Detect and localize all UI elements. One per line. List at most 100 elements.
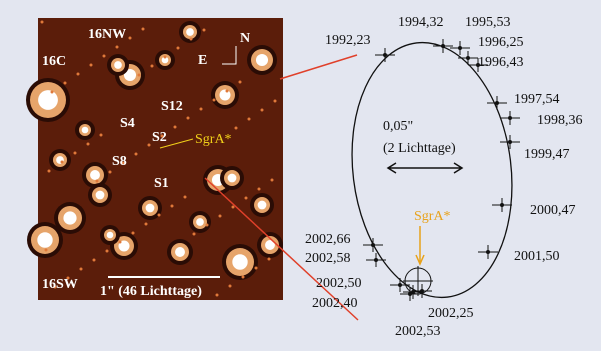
speck [116,46,119,49]
speck [235,127,238,130]
speck [206,224,209,227]
speck [226,90,229,93]
star-core [90,170,100,180]
speck [132,232,135,235]
epoch-label: 2000,47 [530,203,576,218]
star-core [114,61,122,69]
speck [80,268,83,271]
speck [48,170,51,173]
point [466,56,470,60]
speck [145,223,148,226]
epoch-label: 1998,36 [537,113,583,128]
speck [41,21,44,24]
star-core [96,191,105,200]
speck [164,56,167,59]
speck [64,82,67,85]
epoch-label: 1994,32 [398,15,444,30]
speck [61,161,64,164]
speck [184,196,187,199]
epoch-label: 2002,50 [316,276,362,291]
star-core [232,254,247,269]
scale-label: (2 Lichttage) [383,141,456,156]
scale-label: 1" (46 Lichttage) [100,284,202,299]
star-core [82,127,89,134]
speck [245,197,248,200]
speck [193,233,196,236]
point [371,243,375,247]
speck [151,65,154,68]
target-label: SgrA* [195,132,232,147]
speck [177,47,180,50]
label: 16NW [88,27,126,42]
epoch-label: 1996,25 [478,35,524,50]
speck [51,91,54,94]
epoch-label: 2002,53 [395,324,441,339]
speck [87,143,90,146]
star-core [196,218,204,226]
speck [216,294,219,297]
speck [268,258,271,261]
speck [119,241,122,244]
speck [142,28,145,31]
speck [129,37,132,40]
point [383,53,387,57]
speck [239,81,242,84]
label: S2 [152,130,167,145]
point [500,203,504,207]
point [441,44,445,48]
star-core [186,28,194,36]
label: S12 [161,99,183,114]
speck [219,215,222,218]
star-core [38,90,58,110]
speck [203,29,206,32]
point [374,258,378,262]
speck [258,188,261,191]
epoch-label: 1997,54 [514,92,560,107]
point [495,101,499,105]
speck [271,179,274,182]
speck [190,38,193,41]
star-core [37,232,52,247]
star-core [220,90,231,101]
epoch-label: 2002,66 [305,232,351,247]
epoch-label: 1999,47 [524,147,570,162]
speck [171,205,174,208]
point [458,46,462,50]
label: S1 [154,176,169,191]
epoch-label: 2002,58 [305,251,351,266]
epoch-label: 1996,43 [478,55,524,70]
speck [213,99,216,102]
star-core [146,204,155,213]
point [420,289,424,293]
speck [135,153,138,156]
speck [158,214,161,217]
figure: 16NW 16C N E S12 S4 S2 S8 S1 SgrA* 16SW … [0,0,601,351]
label: N [240,31,250,46]
scale-label: 0,05" [383,119,413,134]
speck [187,117,190,120]
speck [109,171,112,174]
star-core [175,247,185,257]
star-core [63,211,76,224]
star-core [228,174,237,183]
label: E [198,53,207,68]
speck [174,126,177,129]
speck [248,118,251,121]
label: S8 [112,154,127,169]
speck [77,73,80,76]
speck [255,267,258,270]
page: 16NW 16C N E S12 S4 S2 S8 S1 SgrA* 16SW … [0,0,601,351]
speck [274,100,277,103]
point [508,116,512,120]
speck [106,250,109,253]
speck [103,55,106,58]
epoch-label: 1992,23 [325,33,371,48]
target-label: SgrA* [414,209,451,224]
epoch-label: 2001,50 [514,249,560,264]
point [486,250,490,254]
label: S4 [120,116,135,131]
speck [74,152,77,155]
point [408,292,412,296]
epoch-label: 2002,25 [428,306,474,321]
star-core [107,232,114,239]
